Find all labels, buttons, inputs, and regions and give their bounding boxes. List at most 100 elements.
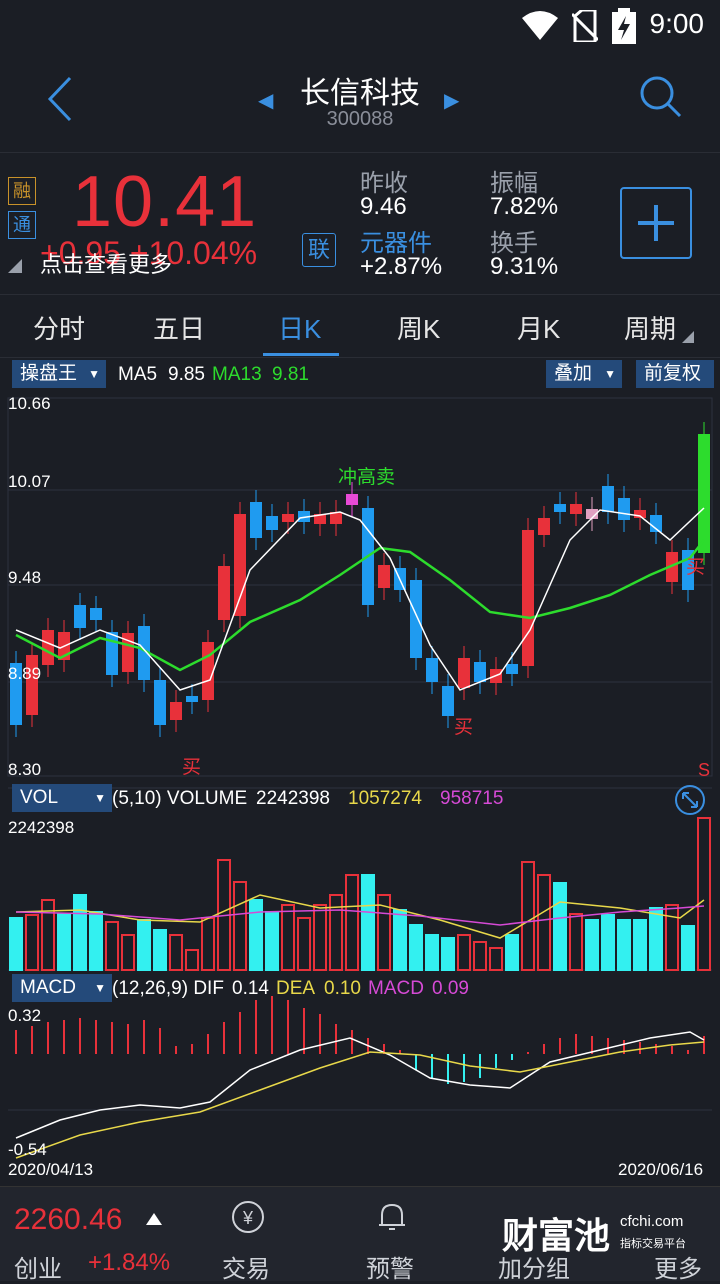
index-name: 创业 xyxy=(14,1256,62,1283)
vol-ma5-line xyxy=(15,894,705,939)
sector-label[interactable]: 元器件 xyxy=(360,230,432,257)
wifi-icon xyxy=(522,11,558,40)
volume-bar xyxy=(41,899,55,971)
candle xyxy=(586,509,598,519)
candle xyxy=(698,434,710,553)
battery-charging-icon xyxy=(612,8,636,44)
volume-ma10: 958715 xyxy=(440,788,504,809)
volume-params: (5,10) VOLUME xyxy=(112,788,248,809)
volume-bar xyxy=(169,934,183,971)
linked-button[interactable]: 联 xyxy=(302,233,336,267)
adjust-selector[interactable]: 前复权 xyxy=(636,360,714,388)
macd-axis-top: 0.32 xyxy=(8,1006,42,1025)
tab-monthly-k[interactable]: 月K xyxy=(517,314,561,344)
index-value[interactable]: 2260.46 xyxy=(14,1203,123,1236)
amplitude-value: 7.82% xyxy=(490,193,559,220)
volume-bar xyxy=(681,925,695,971)
volume-bar xyxy=(489,947,503,971)
volume-bar xyxy=(57,913,71,971)
volume-bar xyxy=(153,929,167,971)
back-arrow-icon[interactable] xyxy=(40,74,80,124)
volume-bar xyxy=(297,917,311,971)
candle xyxy=(378,565,390,588)
date-end: 2020/06/16 xyxy=(618,1160,704,1179)
volume-bar xyxy=(345,874,359,971)
s-marker: S xyxy=(698,760,711,780)
macd-axis-bottom: -0.54 xyxy=(8,1140,47,1159)
volume-selector[interactable]: VOL ▼ xyxy=(12,784,112,812)
tab-five-day[interactable]: 五日 xyxy=(153,314,206,344)
add-watchlist-button[interactable] xyxy=(620,187,692,259)
candle xyxy=(170,702,182,720)
price-change: +0.95 +10.04% xyxy=(40,235,258,271)
vol-ma10-line xyxy=(15,905,705,926)
kline-frame xyxy=(7,397,713,777)
dropdown-icon: ▼ xyxy=(94,791,106,805)
bell-icon[interactable] xyxy=(374,1199,410,1235)
trade-label[interactable]: 交易 xyxy=(222,1256,270,1283)
stock-code: 300088 xyxy=(326,108,394,130)
chart-area[interactable] xyxy=(0,390,720,1186)
logo-subtitle: 指标交易平台 xyxy=(620,1238,686,1250)
volume-bar xyxy=(553,882,567,971)
dropdown-icon: ▼ xyxy=(88,367,100,381)
candle xyxy=(410,580,422,658)
alert-label[interactable]: 预警 xyxy=(366,1256,414,1283)
indicator-selector[interactable]: 操盘王 ▼ xyxy=(12,360,106,388)
macd-selector[interactable]: MACD ▼ xyxy=(12,974,112,1002)
volume-bar xyxy=(697,817,711,971)
volume-axis-top: 2242398 xyxy=(8,818,75,837)
search-icon[interactable] xyxy=(638,74,682,118)
volume-bar xyxy=(377,894,391,971)
price-axis-label: 8.30 xyxy=(8,760,42,779)
period-dropdown-icon xyxy=(682,331,694,343)
dea-line xyxy=(15,1041,705,1159)
candle xyxy=(570,504,582,514)
turnover-label: 换手 xyxy=(490,230,538,257)
candle xyxy=(266,516,278,530)
ma5-value: 9.85 xyxy=(168,364,205,385)
macd-label: MACD xyxy=(368,978,424,999)
addgroup-label[interactable]: 加分组 xyxy=(498,1256,570,1283)
dea-label: DEA xyxy=(276,978,316,999)
volume-bar xyxy=(665,904,679,971)
tab-period[interactable]: 周期 xyxy=(624,314,677,344)
volume-bar xyxy=(105,921,119,971)
candle xyxy=(202,642,214,700)
tab-weekly-k[interactable]: 周K xyxy=(397,314,441,344)
prev-stock-icon[interactable]: ◀ xyxy=(258,90,274,112)
expand-icon[interactable] xyxy=(674,784,706,816)
turnover-value: 9.31% xyxy=(490,253,559,280)
price-axis-label: 10.66 xyxy=(8,394,51,413)
candle xyxy=(618,498,630,520)
ma-row: 操盘王 ▼ MA5 9.85 MA13 9.81 叠加 ▼ 前复权 xyxy=(0,360,720,390)
volume-bar xyxy=(409,924,423,971)
trade-icon[interactable]: ¥ xyxy=(230,1199,266,1235)
volume-bar xyxy=(393,909,407,971)
volume-bar xyxy=(233,881,247,971)
candle xyxy=(234,514,246,616)
macd-params: (12,26,9) DIF xyxy=(112,978,224,999)
volume-bar xyxy=(281,904,295,971)
volume-bar xyxy=(89,911,103,971)
buy-signal: 买 xyxy=(454,717,474,738)
volume-bar xyxy=(441,937,455,971)
buy-signal: 买 xyxy=(686,557,706,578)
candle xyxy=(106,632,118,675)
overlay-selector[interactable]: 叠加 ▼ xyxy=(546,360,622,388)
tab-daily-k[interactable]: 日K xyxy=(278,314,322,344)
more-label[interactable]: 更多 xyxy=(654,1256,702,1283)
volume-bar xyxy=(585,919,599,971)
date-start: 2020/04/13 xyxy=(8,1160,94,1179)
tab-minute[interactable]: 分时 xyxy=(33,314,86,344)
status-bar: 9:00 xyxy=(0,0,720,52)
plus-icon xyxy=(638,205,674,241)
dif-line xyxy=(15,1031,705,1139)
candle xyxy=(154,680,166,725)
quote-panel[interactable]: 融 通 10.41 +0.95 +10.04% 联 点击查看更多 昨收 9.46… xyxy=(0,152,720,293)
volume-bar xyxy=(537,874,551,971)
next-stock-icon[interactable]: ▶ xyxy=(444,90,460,112)
up-arrow-icon xyxy=(146,1213,162,1225)
volume-bar xyxy=(617,919,631,971)
more-info-hint[interactable]: 点击查看更多 xyxy=(40,252,173,277)
